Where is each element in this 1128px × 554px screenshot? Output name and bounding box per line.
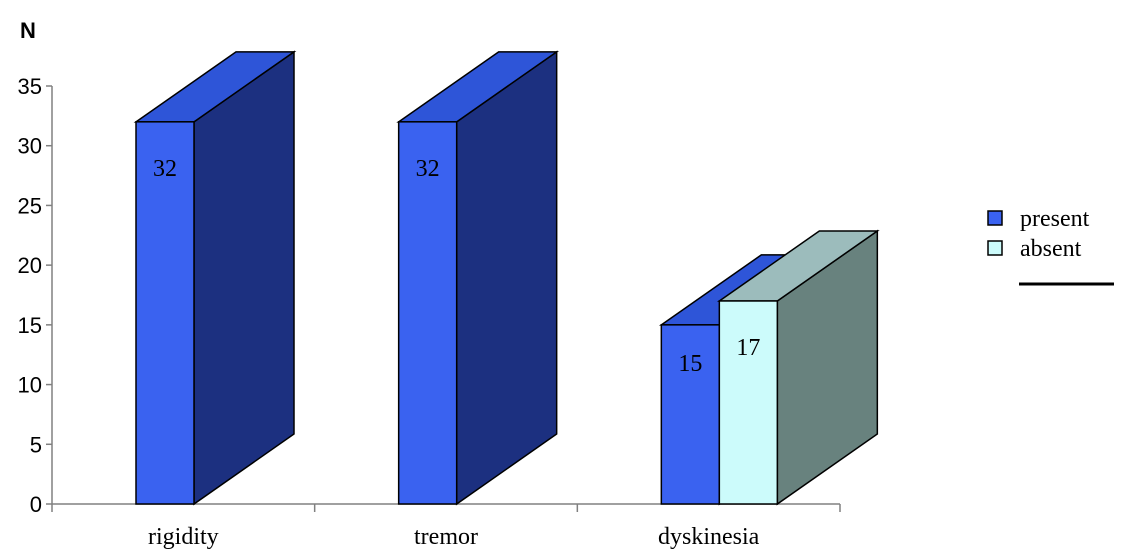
x-tick-label: tremor xyxy=(414,524,478,550)
legend: present absent xyxy=(987,206,1114,286)
bar-present-tremor-front xyxy=(397,121,458,505)
data-label-present-dyskinesia: 15 xyxy=(678,351,702,377)
bar-absent-dyskinesia-front xyxy=(718,300,779,505)
axes: 0 5 10 15 20 25 30 35 rigidity tremor dyskinesia xyxy=(18,74,841,550)
y-tick-label: 25 xyxy=(18,193,42,218)
bar-present-tremor-side xyxy=(455,50,558,506)
x-tick-label: rigidity xyxy=(148,524,219,550)
bars xyxy=(133,50,880,506)
legend-label-present: present xyxy=(1020,206,1090,232)
bar-present-rigidity-side xyxy=(193,50,295,506)
data-labels: 32 32 15 17 xyxy=(153,156,760,377)
y-tick-label: 35 xyxy=(18,74,42,99)
bar-present-tremor xyxy=(396,50,560,506)
y-tick-label: 15 xyxy=(18,313,42,338)
legend-label-absent: absent xyxy=(1020,236,1082,262)
y-tick-label: 30 xyxy=(18,134,42,159)
bar-present-dyskinesia-front xyxy=(660,324,721,505)
y-tick-label: 5 xyxy=(30,432,42,457)
y-tick-label: 10 xyxy=(18,373,42,398)
bar-present-rigidity-front xyxy=(135,121,195,505)
data-label-absent-dyskinesia: 17 xyxy=(736,335,760,361)
y-axis-title: N xyxy=(20,18,36,43)
y-tick-label: 0 xyxy=(30,492,42,517)
bar-present-rigidity xyxy=(133,50,297,506)
bar-absent-dyskinesia xyxy=(716,229,880,506)
data-label-present-rigidity: 32 xyxy=(153,156,177,182)
x-tick-label: dyskinesia xyxy=(658,524,760,550)
y-tick-label: 20 xyxy=(18,253,42,278)
data-label-present-tremor: 32 xyxy=(416,156,440,182)
legend-swatch-absent xyxy=(987,240,1003,256)
legend-swatch-present xyxy=(987,210,1003,226)
